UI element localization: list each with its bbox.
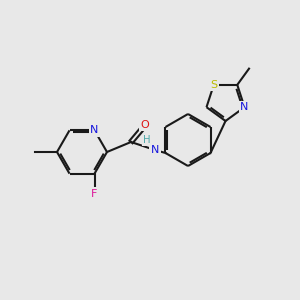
Text: N: N xyxy=(240,102,249,112)
Text: O: O xyxy=(141,120,149,130)
Text: S: S xyxy=(210,80,217,90)
Text: F: F xyxy=(91,189,98,199)
Text: H: H xyxy=(143,135,151,145)
Text: N: N xyxy=(90,125,99,135)
Text: N: N xyxy=(151,145,159,155)
